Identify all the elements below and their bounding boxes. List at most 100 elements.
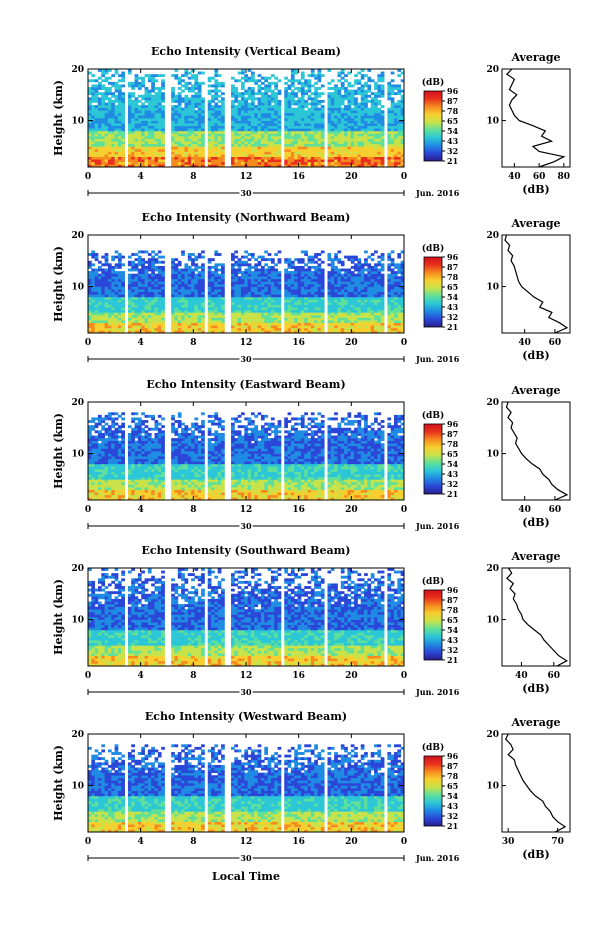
- heatmap-cell: [217, 105, 222, 108]
- heatmap-cell: [394, 146, 398, 150]
- heatmap-cell: [360, 120, 365, 124]
- heatmap-cell: [367, 69, 372, 72]
- heatmap-cell: [221, 107, 225, 111]
- heatmap-cell: [304, 105, 308, 108]
- heatmap-cell: [141, 107, 145, 111]
- heatmap-cell: [290, 141, 295, 145]
- heatmap-cell: [131, 118, 135, 121]
- heatmap-cell: [254, 123, 259, 127]
- heatmap-cell: [161, 130, 165, 134]
- heatmap-cell: [367, 84, 372, 88]
- heatmap-cell: [141, 123, 145, 127]
- heatmap-cell: [264, 302, 269, 305]
- heatmap-cell: [357, 164, 362, 168]
- heatmap-cell: [154, 120, 159, 124]
- heatmap-cell: [121, 141, 125, 145]
- heatmap-cell: [314, 253, 318, 256]
- heatmap-cell: [267, 151, 272, 155]
- heatmap-cell: [104, 154, 109, 157]
- heatmap-cell: [354, 138, 358, 142]
- heatmap-cell: [264, 159, 269, 163]
- heatmap-cell: [127, 92, 132, 96]
- heatmap-cell: [131, 260, 135, 264]
- heatmap-cell: [114, 107, 119, 111]
- heatmap-cell: [191, 136, 195, 139]
- heatmap-cell: [300, 271, 305, 274]
- heatmap-cell: [144, 123, 149, 127]
- heatmap-cell: [151, 115, 155, 119]
- heatmap-cell: [217, 294, 222, 298]
- heatmap-cell: [364, 164, 368, 168]
- heatmap-cell: [234, 284, 239, 287]
- heatmap-cell: [111, 291, 116, 295]
- heatmap-cell: [121, 312, 125, 316]
- heatmap-cell: [310, 314, 315, 318]
- heatmap-cell: [374, 87, 378, 90]
- heatmap-cell: [144, 322, 149, 326]
- heatmap-cell: [234, 110, 239, 114]
- heatmap-cell: [94, 314, 99, 318]
- heatmap-cell: [357, 304, 362, 308]
- heatmap-cell: [221, 120, 225, 124]
- heatmap-cell: [400, 89, 405, 93]
- heatmap-cell: [300, 105, 305, 108]
- heatmap-cell: [101, 118, 106, 121]
- heatmap-cell: [350, 94, 355, 98]
- heatmap-cell: [260, 312, 265, 316]
- heatmap-cell: [231, 255, 235, 259]
- heatmap-cell: [117, 146, 122, 150]
- heatmap-cell: [111, 123, 116, 127]
- heatmap-cell: [184, 330, 189, 334]
- heatmap-cell: [91, 133, 96, 137]
- heatmap-cell: [307, 115, 312, 119]
- heatmap-cell: [214, 327, 219, 331]
- heatmap-cell: [310, 325, 315, 329]
- heatmap-cell: [250, 278, 255, 282]
- heatmap-cell: [221, 164, 225, 168]
- heatmap-cell: [187, 296, 192, 300]
- heatmap-cell: [294, 317, 298, 321]
- heatmap-cell: [141, 322, 145, 326]
- heatmap-cell: [300, 307, 305, 311]
- heatmap-cell: [134, 263, 139, 267]
- heatmap-cell: [157, 156, 162, 160]
- heatmap-cell: [267, 304, 272, 308]
- heatmap-cell: [157, 130, 162, 134]
- heatmap-cell: [374, 130, 378, 134]
- heatmap-cell: [88, 314, 92, 318]
- heatmap-cell: [194, 141, 199, 145]
- heatmap-cell: [364, 148, 368, 152]
- heatmap-cell: [207, 302, 212, 305]
- heatmap-cell: [330, 327, 335, 331]
- heatmap-cell: [274, 294, 278, 298]
- heatmap-cell: [357, 260, 362, 264]
- heatmap-cell: [297, 110, 302, 114]
- heatmap-cell: [330, 136, 335, 139]
- heatmap-cell: [234, 309, 239, 313]
- heatmap-cell: [254, 276, 259, 280]
- heatmap-cell: [317, 312, 322, 316]
- heatmap-cell: [94, 118, 99, 121]
- heatmap-cell: [221, 136, 225, 139]
- heatmap-cell: [397, 115, 402, 119]
- heatmap-cell: [201, 317, 205, 321]
- heatmap-cell: [294, 87, 298, 90]
- heatmap-cell: [117, 309, 122, 313]
- heatmap-cell: [207, 304, 212, 308]
- heatmap-cell: [360, 148, 365, 152]
- heatmap-cell: [211, 128, 215, 132]
- heatmap-cell: [174, 115, 179, 119]
- heatmap-cell: [377, 118, 382, 121]
- heatmap-cell: [330, 286, 335, 290]
- heatmap-cell: [114, 138, 119, 142]
- heatmap-cell: [241, 314, 245, 318]
- heatmap-cell: [144, 148, 149, 152]
- heatmap-cell: [260, 107, 265, 111]
- heatmap-cell: [364, 314, 368, 318]
- heatmap-cell: [161, 286, 165, 290]
- heatmap-cell: [144, 136, 149, 139]
- heatmap-cell: [174, 99, 179, 103]
- heatmap-cell: [214, 322, 219, 326]
- heatmap-cell: [320, 146, 325, 150]
- heatmap-cell: [114, 141, 119, 145]
